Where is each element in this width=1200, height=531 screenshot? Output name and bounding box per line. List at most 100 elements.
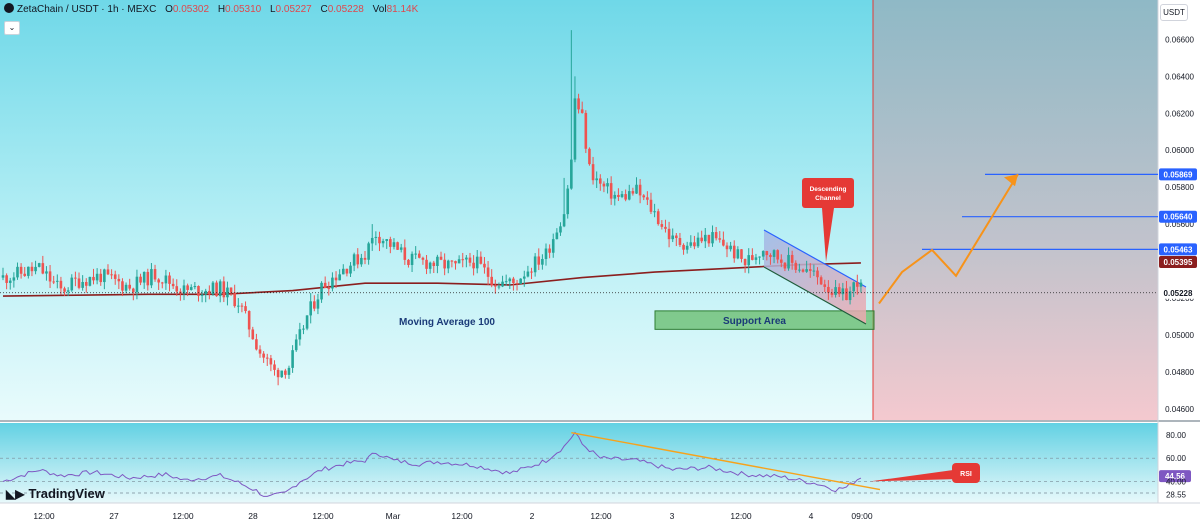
candle-body[interactable] (146, 271, 150, 286)
candle-body[interactable] (711, 232, 714, 244)
candle-body[interactable] (218, 281, 222, 297)
candle-body[interactable] (530, 271, 533, 273)
candle-body[interactable] (258, 349, 262, 354)
candle-body[interactable] (5, 275, 8, 283)
candle-body[interactable] (656, 211, 660, 225)
candle-body[interactable] (787, 254, 790, 269)
candle-body[interactable] (490, 276, 493, 286)
candle-body[interactable] (211, 282, 215, 295)
candle-body[interactable] (175, 286, 179, 292)
candle-body[interactable] (113, 274, 117, 279)
candle-body[interactable] (66, 290, 70, 292)
candle-body[interactable] (128, 284, 131, 289)
candle-body[interactable] (801, 269, 805, 272)
candle-body[interactable] (671, 235, 674, 240)
candle-body[interactable] (291, 350, 294, 368)
candle-body[interactable] (341, 268, 345, 275)
candle-body[interactable] (780, 259, 783, 263)
candle-body[interactable] (356, 254, 360, 265)
candle-body[interactable] (276, 369, 280, 378)
candle-body[interactable] (436, 256, 439, 267)
candle-body[interactable] (48, 271, 52, 282)
candle-body[interactable] (808, 269, 812, 271)
candle-body[interactable] (566, 188, 570, 215)
candle-body[interactable] (240, 305, 244, 307)
candle-body[interactable] (309, 301, 312, 316)
candle-body[interactable] (262, 353, 265, 358)
candle-body[interactable] (421, 257, 425, 260)
candle-body[interactable] (606, 183, 609, 187)
candle-body[interactable] (186, 285, 189, 290)
candle-body[interactable] (591, 164, 595, 181)
candle-body[interactable] (302, 328, 305, 330)
candle-body[interactable] (117, 278, 121, 282)
candle-body[interactable] (533, 256, 537, 273)
candle-body[interactable] (816, 270, 819, 278)
candle-body[interactable] (19, 266, 23, 274)
candle-body[interactable] (599, 178, 602, 184)
candle-body[interactable] (812, 270, 816, 272)
candle-body[interactable] (446, 260, 450, 269)
candle-body[interactable] (284, 370, 287, 375)
candle-body[interactable] (425, 259, 428, 269)
candle-body[interactable] (512, 278, 515, 284)
symbol-header[interactable]: ZetaChain / USDT · 1h · MEXC O0.05302 H0… (4, 3, 418, 15)
candle-body[interactable] (99, 273, 103, 283)
candle-body[interactable] (374, 236, 378, 238)
candle-body[interactable] (794, 262, 798, 270)
candle-body[interactable] (776, 250, 779, 260)
candle-body[interactable] (486, 267, 490, 277)
candle-body[interactable] (823, 284, 827, 287)
candle-body[interactable] (570, 159, 573, 189)
candle-body[interactable] (859, 282, 863, 287)
candle-body[interactable] (848, 291, 852, 301)
candle-body[interactable] (106, 269, 110, 275)
candle-body[interactable] (381, 240, 385, 244)
candle-body[interactable] (595, 178, 598, 181)
candle-body[interactable] (251, 329, 255, 340)
candle-body[interactable] (37, 263, 41, 267)
candle-body[interactable] (689, 242, 693, 246)
candle-body[interactable] (160, 282, 164, 284)
candle-body[interactable] (331, 277, 334, 289)
candle-body[interactable] (41, 263, 45, 274)
candle-body[interactable] (653, 211, 656, 213)
candle-body[interactable] (494, 285, 497, 287)
candle-body[interactable] (613, 194, 617, 199)
candle-body[interactable] (30, 266, 34, 272)
candle-body[interactable] (370, 237, 374, 244)
candle-body[interactable] (139, 276, 142, 283)
candle-body[interactable] (77, 278, 81, 288)
candle-body[interactable] (320, 282, 323, 300)
candle-body[interactable] (164, 275, 168, 284)
candle-body[interactable] (696, 237, 700, 247)
candle-body[interactable] (399, 247, 403, 250)
candle-body[interactable] (110, 274, 113, 276)
candle-body[interactable] (103, 269, 106, 283)
candle-body[interactable] (27, 266, 30, 276)
candle-body[interactable] (827, 286, 830, 293)
candle-body[interactable] (646, 197, 649, 200)
candle-body[interactable] (577, 98, 580, 110)
candle-body[interactable] (407, 259, 410, 265)
candle-body[interactable] (845, 288, 848, 301)
candle-body[interactable] (157, 279, 160, 283)
candle-body[interactable] (609, 183, 613, 199)
candle-body[interactable] (450, 260, 454, 262)
candle-body[interactable] (305, 315, 309, 329)
candle-body[interactable] (805, 269, 808, 272)
candle-body[interactable] (280, 370, 284, 378)
candle-body[interactable] (544, 248, 548, 259)
candle-body[interactable] (45, 271, 48, 274)
candle-body[interactable] (204, 290, 208, 295)
candle-body[interactable] (772, 250, 776, 257)
candle-body[interactable] (124, 284, 128, 291)
candle-body[interactable] (171, 283, 175, 287)
candle-body[interactable] (472, 262, 475, 269)
candle-body[interactable] (722, 239, 725, 246)
candle-body[interactable] (841, 288, 845, 295)
candle-body[interactable] (675, 235, 678, 239)
candle-body[interactable] (627, 191, 631, 200)
candle-body[interactable] (468, 257, 472, 263)
candle-body[interactable] (360, 257, 363, 265)
